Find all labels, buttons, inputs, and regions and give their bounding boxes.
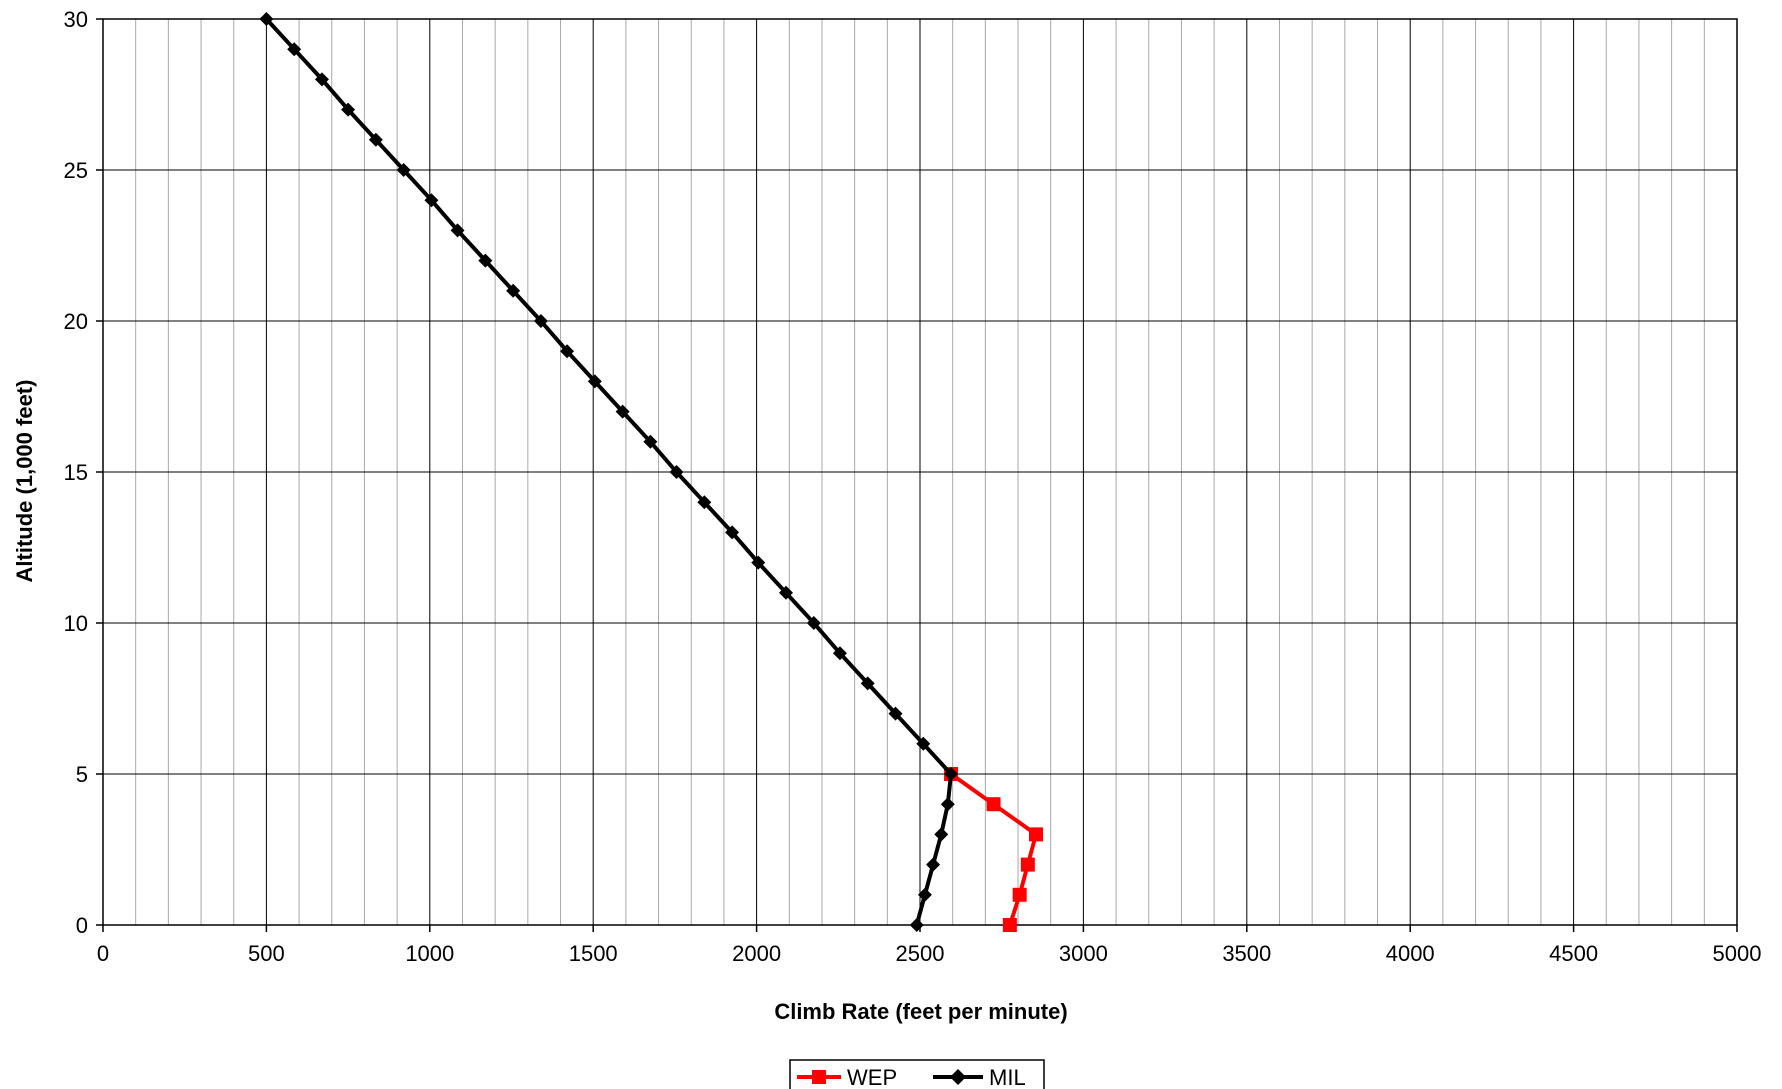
x-axis-ticks: 0 500 1000 1500 2000 2500 3000 3500 4000 4500 5000 bbox=[97, 925, 1762, 966]
series-layer bbox=[259, 12, 1044, 932]
data-point-wep bbox=[1012, 887, 1027, 902]
data-point-mil bbox=[587, 374, 602, 389]
data-point-mil bbox=[944, 767, 959, 781]
data-point-mil bbox=[779, 585, 794, 600]
legend-box bbox=[789, 1059, 1045, 1089]
data-point-mil bbox=[926, 857, 941, 872]
y-tick-label: 20 bbox=[64, 309, 88, 334]
data-point-wep bbox=[1029, 827, 1044, 842]
data-point-mil bbox=[450, 223, 465, 238]
y-tick-label: 30 bbox=[64, 7, 88, 32]
x-tick-label: 500 bbox=[248, 941, 285, 966]
x-tick-label: 2000 bbox=[732, 941, 781, 966]
x-tick-label: 2500 bbox=[896, 941, 945, 966]
data-point-mil bbox=[909, 918, 924, 932]
data-point-mil bbox=[697, 495, 712, 510]
data-point-mil bbox=[341, 102, 356, 117]
data-point-mil bbox=[934, 827, 949, 842]
data-point-mil bbox=[806, 616, 821, 630]
y-tick-label: 25 bbox=[64, 158, 88, 183]
x-tick-label: 5000 bbox=[1713, 941, 1762, 966]
data-point-mil bbox=[643, 434, 658, 449]
y-tick-label: 10 bbox=[64, 611, 88, 636]
y-tick-label: 15 bbox=[64, 460, 88, 485]
y-axis-title: Altitude (1,000 feet) bbox=[12, 380, 37, 583]
legend-mil-label: MIL bbox=[989, 1065, 1026, 1089]
major-gridlines bbox=[103, 19, 1737, 925]
x-tick-label: 3500 bbox=[1222, 941, 1271, 966]
y-tick-label: 0 bbox=[76, 913, 88, 938]
series-wep bbox=[944, 767, 1044, 932]
y-tick-label: 5 bbox=[76, 762, 88, 787]
data-point-mil bbox=[860, 676, 875, 691]
x-tick-label: 1000 bbox=[405, 941, 454, 966]
data-point-mil bbox=[725, 525, 740, 540]
legend-wep-label: WEP bbox=[847, 1065, 897, 1089]
data-point-mil bbox=[368, 132, 383, 147]
data-point-mil bbox=[478, 253, 493, 268]
data-point-mil bbox=[533, 314, 548, 328]
data-point-mil bbox=[560, 344, 575, 359]
data-point-mil bbox=[314, 72, 329, 87]
data-point-mil bbox=[832, 646, 847, 661]
data-point-mil bbox=[259, 12, 274, 26]
y-axis-ticks: 0 5 10 15 20 25 30 bbox=[64, 7, 103, 938]
x-tick-label: 0 bbox=[97, 941, 109, 966]
data-point-mil bbox=[916, 736, 931, 751]
legend-item-wep: WEP bbox=[797, 1065, 897, 1089]
data-point-mil bbox=[287, 42, 302, 57]
legend-mil-marker bbox=[950, 1069, 966, 1085]
data-point-mil bbox=[751, 555, 766, 570]
x-tick-label: 1500 bbox=[569, 941, 618, 966]
legend: WEP MIL bbox=[789, 1059, 1045, 1089]
data-point-mil bbox=[917, 887, 932, 902]
data-point-mil bbox=[424, 193, 439, 208]
legend-item-mil: MIL bbox=[933, 1065, 1026, 1089]
data-point-wep bbox=[1020, 857, 1035, 872]
data-point-wep bbox=[986, 797, 1001, 812]
data-point-mil bbox=[615, 404, 630, 419]
x-tick-label: 3000 bbox=[1059, 941, 1108, 966]
data-point-mil bbox=[940, 797, 955, 812]
data-point-wep bbox=[1002, 918, 1017, 932]
legend-wep-marker bbox=[812, 1070, 826, 1084]
data-point-mil bbox=[506, 283, 521, 298]
x-axis-title: Climb Rate (feet per minute) bbox=[774, 999, 1067, 1024]
series-mil bbox=[259, 12, 959, 932]
x-tick-label: 4000 bbox=[1386, 941, 1435, 966]
series-line-wep bbox=[949, 772, 1038, 926]
x-tick-label: 4500 bbox=[1549, 941, 1598, 966]
data-point-mil bbox=[669, 465, 684, 479]
data-point-mil bbox=[396, 163, 411, 177]
data-point-mil bbox=[888, 706, 903, 721]
